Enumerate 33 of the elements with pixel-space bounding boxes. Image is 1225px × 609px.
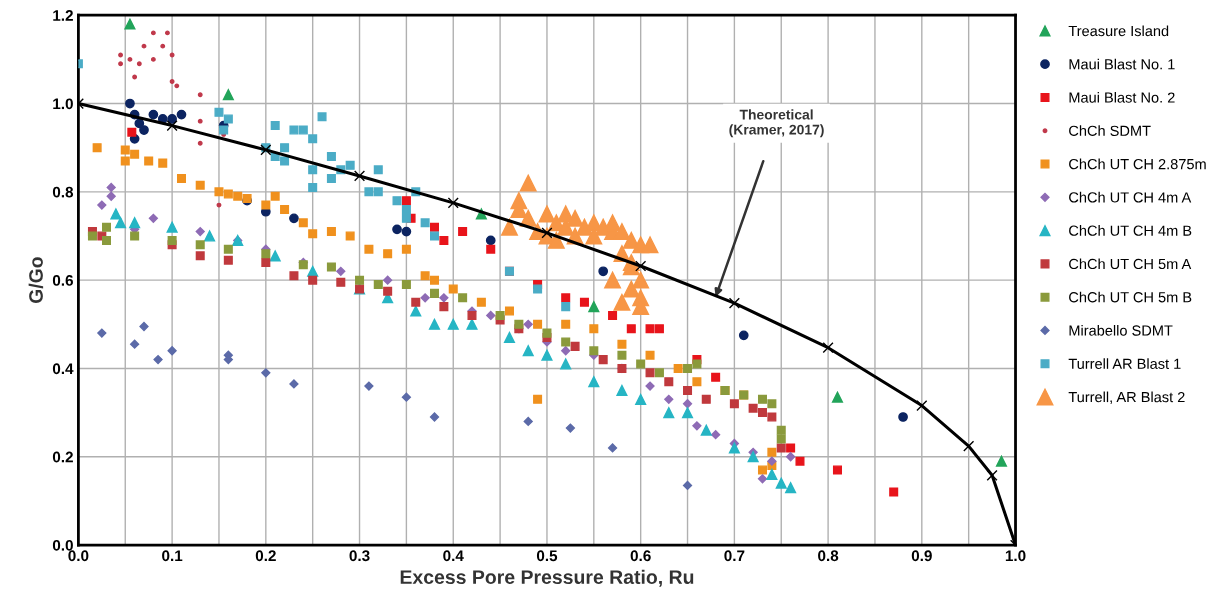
x-tick-label: 0.7 (724, 550, 745, 562)
y-tick-label: 0.8 (52, 186, 74, 198)
legend-label: ChCh UT CH 2.875m (1069, 158, 1206, 170)
y-tick-label: 0.2 (52, 451, 73, 463)
legend-label: Maui Blast No. 2 (1069, 92, 1175, 103)
x-tick-label: 0.4 (443, 550, 464, 562)
y-tick-label: 0.4 (52, 363, 74, 375)
x-tick-label: 1.0 (1005, 550, 1026, 562)
legend-label: Turrell AR Blast 1 (1068, 358, 1181, 369)
x-tick-label: 0.9 (911, 550, 932, 562)
legend-label: Treasure Island (1068, 25, 1169, 37)
legend-label: ChCh UT CH 4m B (1069, 225, 1192, 236)
x-tick-label: 0.1 (162, 550, 183, 562)
legend-label: Turrell, AR Blast 2 (1068, 391, 1185, 404)
x-tick-label: 0.5 (536, 550, 558, 562)
x-tick-label: 0.3 (349, 550, 370, 562)
x-tick-label: 0.6 (630, 550, 651, 562)
legend-label: ChCh UT CH 5m B (1069, 291, 1192, 303)
legend-label: Maui Blast No. 1 (1069, 58, 1175, 70)
x-tick-label: 0.2 (255, 550, 276, 562)
y-tick-label: 1.2 (53, 10, 73, 21)
legend-label: ChCh SDMT (1069, 125, 1151, 136)
legend-label: ChCh UT CH 4m A (1069, 191, 1192, 203)
legend-label: ChCh UT CH 5m A (1069, 258, 1192, 270)
legend-label: Mirabello SDMT (1069, 324, 1173, 336)
x-tick-label: 0.0 (68, 550, 89, 562)
y-tick-label: 0.6 (52, 275, 73, 286)
x-axis-title: Excess Pore Pressure Ratio, Ru (400, 569, 694, 587)
y-axis-title: G/Go (28, 257, 44, 304)
y-tick-label: 0.0 (52, 539, 73, 551)
x-tick-label: 0.8 (818, 550, 839, 562)
annotation: Theoretical (Kramer, 2017) (729, 109, 824, 138)
y-tick-label: 1.0 (53, 98, 73, 110)
